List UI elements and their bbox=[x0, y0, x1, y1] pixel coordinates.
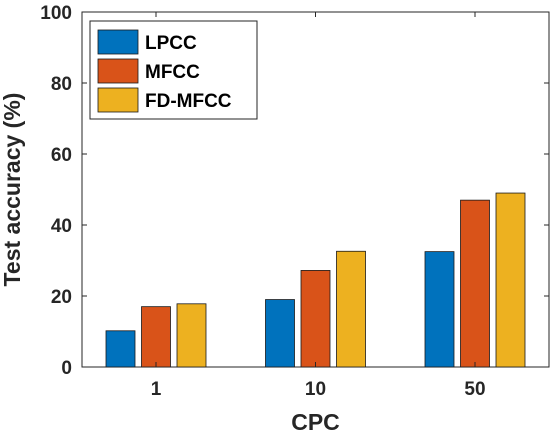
bar-fd-mfcc-cpc-50 bbox=[495, 192, 526, 368]
legend-label-fd-mfcc: FD-MFCC bbox=[145, 91, 232, 112]
bar-fd-mfcc-cpc-1 bbox=[176, 303, 207, 368]
legend: LPCC MFCC FD-MFCC bbox=[89, 20, 258, 120]
x-axis-title: CPC bbox=[291, 409, 340, 432]
x-axis-ticks: 1 10 50 bbox=[151, 12, 486, 400]
bar-lpcc-cpc-50 bbox=[424, 251, 455, 368]
y-axis-title: Test accuracy (%) bbox=[0, 93, 25, 287]
bar-mfcc-cpc-10 bbox=[300, 270, 331, 368]
bars-group bbox=[105, 192, 526, 368]
x-tick-label: 1 bbox=[151, 379, 162, 400]
y-tick-label: 20 bbox=[51, 287, 72, 308]
legend-label-lpcc: LPCC bbox=[145, 33, 197, 54]
legend-swatch-fd-mfcc bbox=[97, 87, 139, 113]
y-tick-label: 60 bbox=[51, 145, 72, 166]
y-tick-label: 0 bbox=[61, 358, 72, 379]
y-tick-label: 100 bbox=[40, 3, 72, 24]
bar-mfcc-cpc-50 bbox=[460, 199, 490, 368]
bar-fd-mfcc-cpc-10 bbox=[336, 250, 366, 368]
y-tick-label: 80 bbox=[51, 74, 72, 95]
legend-swatch-mfcc bbox=[97, 58, 139, 84]
bar-lpcc-cpc-10 bbox=[265, 299, 295, 368]
legend-label-mfcc: MFCC bbox=[145, 62, 200, 83]
x-tick-label: 50 bbox=[464, 379, 485, 400]
bar-lpcc-cpc-1 bbox=[105, 330, 136, 368]
y-axis-ticks: 0 20 40 60 80 100 bbox=[40, 3, 549, 379]
legend-swatch-lpcc bbox=[97, 29, 139, 55]
y-tick-label: 40 bbox=[51, 216, 72, 237]
bar-mfcc-cpc-1 bbox=[141, 306, 171, 368]
x-tick-label: 10 bbox=[305, 379, 326, 400]
